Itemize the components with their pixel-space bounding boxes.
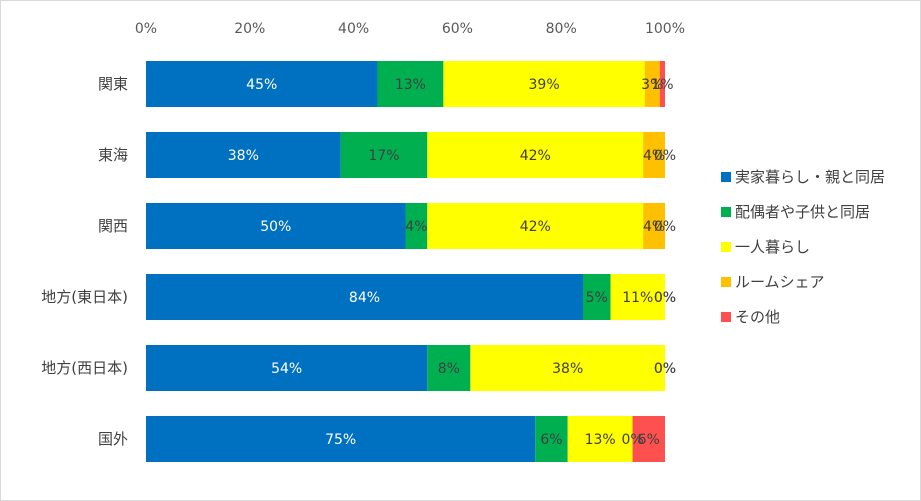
legend-swatch bbox=[721, 242, 731, 252]
bar-segment bbox=[146, 203, 406, 249]
bar-segment bbox=[582, 274, 611, 320]
category-label: 関西 bbox=[98, 217, 128, 235]
data-labels: 45% 13% 39% 3%1%38% 17% 42% 4%0%50% 4% 42% 4%0%84… bbox=[228, 77, 676, 448]
data-label: 38% bbox=[228, 148, 259, 164]
category-label: 国外 bbox=[98, 430, 128, 448]
bar-segment bbox=[377, 61, 444, 107]
x-tick-label: 20% bbox=[234, 21, 265, 37]
data-label: 8% bbox=[438, 361, 460, 377]
data-label: 17% bbox=[368, 148, 399, 164]
x-tick-label: 0% bbox=[135, 21, 157, 37]
data-label: 13% bbox=[395, 77, 426, 93]
x-axis-ticks: 0% 20% 40% 60% 80% 100% bbox=[135, 21, 685, 37]
data-label: 0% bbox=[654, 148, 676, 164]
bar-segment bbox=[427, 132, 644, 178]
bar-segment bbox=[405, 203, 428, 249]
legend-label: 実家暮らし・親と同居 bbox=[735, 168, 885, 186]
legend-label: 一人暮らし bbox=[735, 238, 810, 256]
category-label: 地方(西日本) bbox=[41, 359, 128, 377]
bar-segment bbox=[470, 345, 665, 391]
legend-swatch bbox=[721, 277, 731, 287]
data-label: 0% bbox=[654, 290, 676, 306]
data-label: 42% bbox=[520, 148, 551, 164]
data-label: 0% bbox=[654, 219, 676, 235]
data-label: 0% bbox=[654, 361, 676, 377]
data-label: 84% bbox=[349, 290, 380, 306]
bar-segment bbox=[443, 61, 645, 107]
x-tick-label: 60% bbox=[442, 21, 473, 37]
data-label: 39% bbox=[529, 77, 560, 93]
bar-segment bbox=[146, 274, 583, 320]
bar-segment bbox=[146, 345, 428, 391]
data-label: 0% bbox=[654, 290, 676, 306]
bar-segment bbox=[146, 61, 378, 107]
bar-segment bbox=[643, 203, 665, 249]
data-label: 13% bbox=[585, 432, 616, 448]
data-label: 75% bbox=[325, 432, 356, 448]
data-label: 6% bbox=[540, 432, 562, 448]
bar-segment bbox=[610, 274, 665, 320]
x-tick-label: 40% bbox=[338, 21, 369, 37]
data-label: 45% bbox=[246, 77, 277, 93]
x-tick-label: 100% bbox=[645, 21, 685, 37]
data-label: 54% bbox=[271, 361, 302, 377]
data-label: 38% bbox=[552, 361, 583, 377]
legend-swatch bbox=[721, 312, 731, 322]
bar-segment bbox=[535, 416, 568, 462]
legend-label: ルームシェア bbox=[735, 273, 825, 291]
bar-segment bbox=[146, 416, 536, 462]
bar-segment bbox=[427, 203, 644, 249]
data-label: 4% bbox=[643, 219, 665, 235]
data-label: 0% bbox=[621, 432, 643, 448]
bar-segment bbox=[340, 132, 428, 178]
bar-segment bbox=[427, 345, 471, 391]
bar-segment bbox=[632, 416, 665, 462]
data-label: 11% bbox=[622, 290, 653, 306]
bar-segment bbox=[659, 61, 665, 107]
legend-label: 配偶者や子供と同居 bbox=[735, 203, 870, 221]
bar-segment bbox=[146, 132, 341, 178]
data-label: 3% bbox=[641, 77, 663, 93]
data-label: 50% bbox=[260, 219, 291, 235]
data-label: 5% bbox=[586, 290, 608, 306]
data-label: 4% bbox=[405, 219, 427, 235]
bar-segment bbox=[567, 416, 633, 462]
category-label: 地方(東日本) bbox=[41, 288, 128, 306]
legend-swatch bbox=[721, 207, 731, 217]
data-label: 0% bbox=[654, 361, 676, 377]
data-label: 4% bbox=[643, 148, 665, 164]
bar-segment bbox=[643, 132, 665, 178]
bars bbox=[146, 61, 665, 462]
category-label: 東海 bbox=[98, 146, 128, 164]
category-label: 関東 bbox=[98, 75, 128, 93]
data-label: 1% bbox=[651, 77, 673, 93]
bar-segment bbox=[644, 61, 660, 107]
legend-label: その他 bbox=[735, 308, 780, 326]
data-label: 6% bbox=[638, 432, 660, 448]
data-label: 42% bbox=[520, 219, 551, 235]
x-tick-label: 80% bbox=[546, 21, 577, 37]
legend-swatch bbox=[721, 172, 731, 182]
